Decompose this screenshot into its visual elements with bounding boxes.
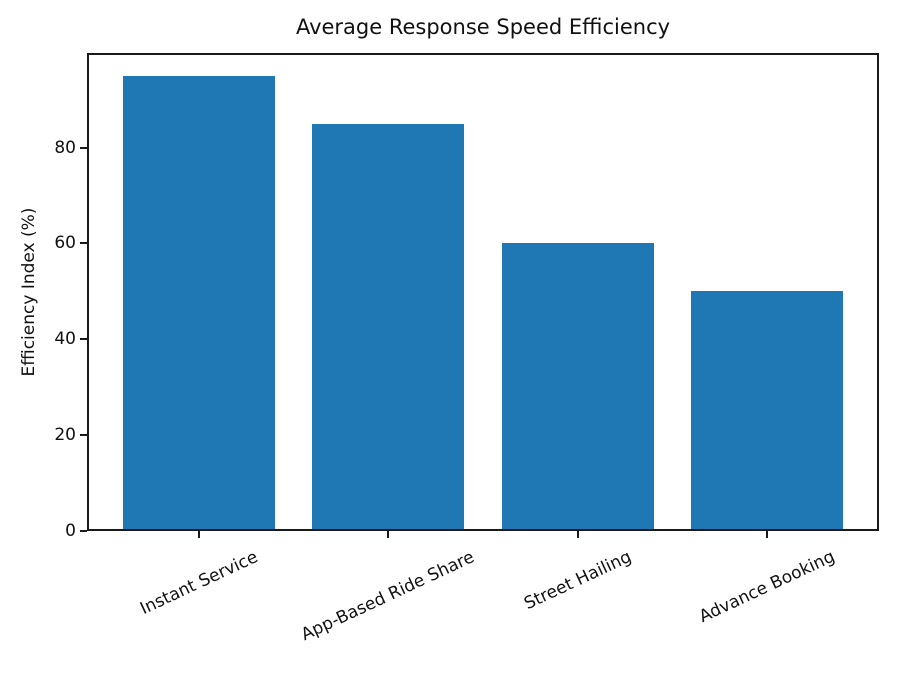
x-tick-mark [387,531,390,538]
y-tick-label: 40 [54,329,76,350]
y-tick-mark [80,338,87,341]
y-tick-mark [80,146,87,149]
x-tick-mark [197,531,200,538]
x-tick-label-street-hailing: Street Hailing [520,546,635,615]
bar-instant-service [123,75,275,531]
x-tick-label-instant-service: Instant Service [136,546,261,619]
y-tick-mark [80,242,87,245]
y-tick-mark [80,434,87,437]
y-tick-label: 60 [54,233,76,254]
y-tick-label: 20 [54,425,76,446]
chart-title: Average Response Speed Efficiency [295,15,671,39]
y-tick-label: 80 [54,137,76,158]
x-tick-mark [576,531,579,538]
bar-street-hailing [501,243,654,531]
y-tick-label: 0 [65,521,76,541]
bar-app-based-ride-share [312,123,465,531]
x-tick-label-advance-booking: Advance Booking [696,546,839,628]
y-tick-mark [80,530,87,532]
x-tick-mark [766,531,769,538]
bar-advance-booking [691,291,843,531]
x-tick-label-app-based-ride-share: App-Based Ride Share [298,547,478,645]
